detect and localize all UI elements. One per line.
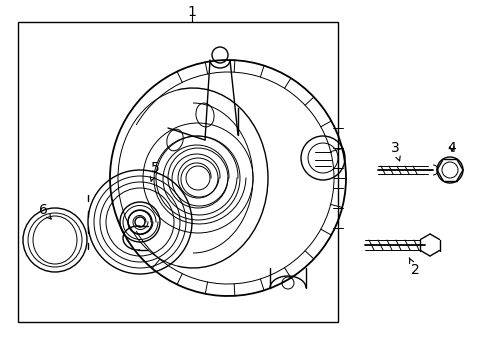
Text: 2: 2 bbox=[408, 258, 419, 277]
Text: 4: 4 bbox=[447, 141, 455, 155]
Text: 5: 5 bbox=[150, 161, 159, 181]
Text: 6: 6 bbox=[39, 203, 51, 219]
Text: 1: 1 bbox=[187, 5, 196, 19]
Bar bbox=[18, 22, 337, 322]
Text: 3: 3 bbox=[390, 141, 399, 161]
